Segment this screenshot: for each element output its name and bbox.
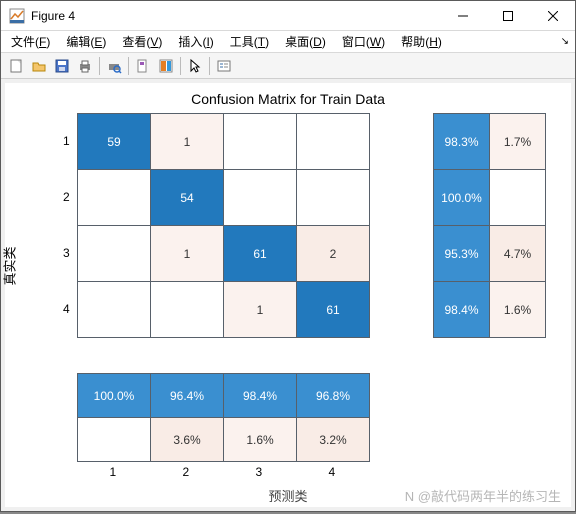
- matrix-cell: [78, 282, 151, 338]
- menubar: 文件(F) 编辑(E) 查看(V) 插入(I) 工具(T) 桌面(D) 窗口(W…: [1, 31, 575, 53]
- matrix-cell: 98.3%: [434, 114, 490, 170]
- confusion-matrix: 591541612161: [77, 113, 370, 338]
- y-axis-label: 真实类: [0, 246, 19, 285]
- matrix-cell: 100.0%: [434, 170, 490, 226]
- matrix-cell: 98.4%: [434, 282, 490, 338]
- toolbar-sep-2: [128, 57, 129, 75]
- new-figure-button[interactable]: [5, 55, 27, 77]
- print-button[interactable]: [74, 55, 96, 77]
- matrix-cell: 59: [78, 114, 151, 170]
- matrix-cell: 98.4%: [224, 374, 297, 418]
- x-tick: 2: [183, 465, 190, 479]
- menu-window[interactable]: 窗口(W): [334, 31, 393, 52]
- toolbar-sep-1: [99, 57, 100, 75]
- matrix-cell: [224, 114, 297, 170]
- matrix-cell: [151, 282, 224, 338]
- menu-file[interactable]: 文件(F): [3, 31, 58, 52]
- toolbar-sep-3: [180, 57, 181, 75]
- y-tick: 1: [63, 134, 70, 148]
- y-tick: 3: [63, 246, 70, 260]
- matrix-cell: 61: [224, 226, 297, 282]
- toolbar: [1, 53, 575, 79]
- maximize-button[interactable]: [485, 1, 530, 30]
- x-tick: 4: [329, 465, 336, 479]
- matrix-cell: 54: [151, 170, 224, 226]
- matrix-cell: [297, 114, 370, 170]
- matrix-cell: [78, 170, 151, 226]
- matrix-cell: 61: [297, 282, 370, 338]
- matrix-cell: 2: [297, 226, 370, 282]
- app-icon: [9, 8, 25, 24]
- window-title: Figure 4: [31, 9, 440, 23]
- matrix-cell: 1.6%: [224, 418, 297, 462]
- y-tick: 4: [63, 302, 70, 316]
- figure-window: Figure 4 文件(F) 编辑(E) 查看(V) 插入(I) 工具(T) 桌…: [0, 0, 576, 512]
- matrix-cell: 96.8%: [297, 374, 370, 418]
- menu-desktop[interactable]: 桌面(D): [277, 31, 334, 52]
- matrix-cell: 3.2%: [297, 418, 370, 462]
- matrix-cell: [78, 226, 151, 282]
- matrix-cell: 1.6%: [490, 282, 546, 338]
- col-summary: 100.0%96.4%98.4%96.8% 3.6%1.6%3.2%: [77, 373, 370, 462]
- colorbar-button[interactable]: [155, 55, 177, 77]
- watermark: N @敲代码两年半的练习生: [405, 486, 561, 505]
- minimize-button[interactable]: [440, 1, 485, 30]
- menu-insert[interactable]: 插入(I): [170, 31, 221, 52]
- menu-help[interactable]: 帮助(H): [393, 31, 450, 52]
- matrix-cell: [224, 170, 297, 226]
- menu-tools[interactable]: 工具(T): [222, 31, 277, 52]
- x-tick: 3: [256, 465, 263, 479]
- figure-canvas[interactable]: Confusion Matrix for Train Data 真实类 5915…: [1, 79, 575, 511]
- menu-overflow-icon[interactable]: ↘: [561, 36, 569, 47]
- titlebar: Figure 4: [1, 1, 575, 31]
- matrix-cell: [490, 170, 546, 226]
- plot-title: Confusion Matrix for Train Data: [5, 91, 571, 107]
- toolbar-sep-4: [209, 57, 210, 75]
- matrix-cell: 3.6%: [151, 418, 224, 462]
- link-button[interactable]: [132, 55, 154, 77]
- pointer-button[interactable]: [184, 55, 206, 77]
- matrix-cell: 1: [151, 226, 224, 282]
- matrix-cell: 1: [224, 282, 297, 338]
- matrix-cell: [297, 170, 370, 226]
- close-button[interactable]: [530, 1, 575, 30]
- row-summary: 98.3%1.7%100.0%95.3%4.7%98.4%1.6%: [433, 113, 546, 338]
- open-button[interactable]: [28, 55, 50, 77]
- save-button[interactable]: [51, 55, 73, 77]
- insert-legend-button[interactable]: [213, 55, 235, 77]
- matrix-cell: 100.0%: [78, 374, 151, 418]
- matrix-cell: 1.7%: [490, 114, 546, 170]
- menu-edit[interactable]: 编辑(E): [58, 31, 114, 52]
- matrix-cell: 4.7%: [490, 226, 546, 282]
- axes-area: Confusion Matrix for Train Data 真实类 5915…: [5, 83, 571, 507]
- print-preview-button[interactable]: [103, 55, 125, 77]
- menu-view[interactable]: 查看(V): [114, 31, 170, 52]
- y-tick: 2: [63, 190, 70, 204]
- matrix-cell: 95.3%: [434, 226, 490, 282]
- matrix-cell: [78, 418, 151, 462]
- matrix-cell: 96.4%: [151, 374, 224, 418]
- matrix-cell: 1: [151, 114, 224, 170]
- x-tick: 1: [110, 465, 117, 479]
